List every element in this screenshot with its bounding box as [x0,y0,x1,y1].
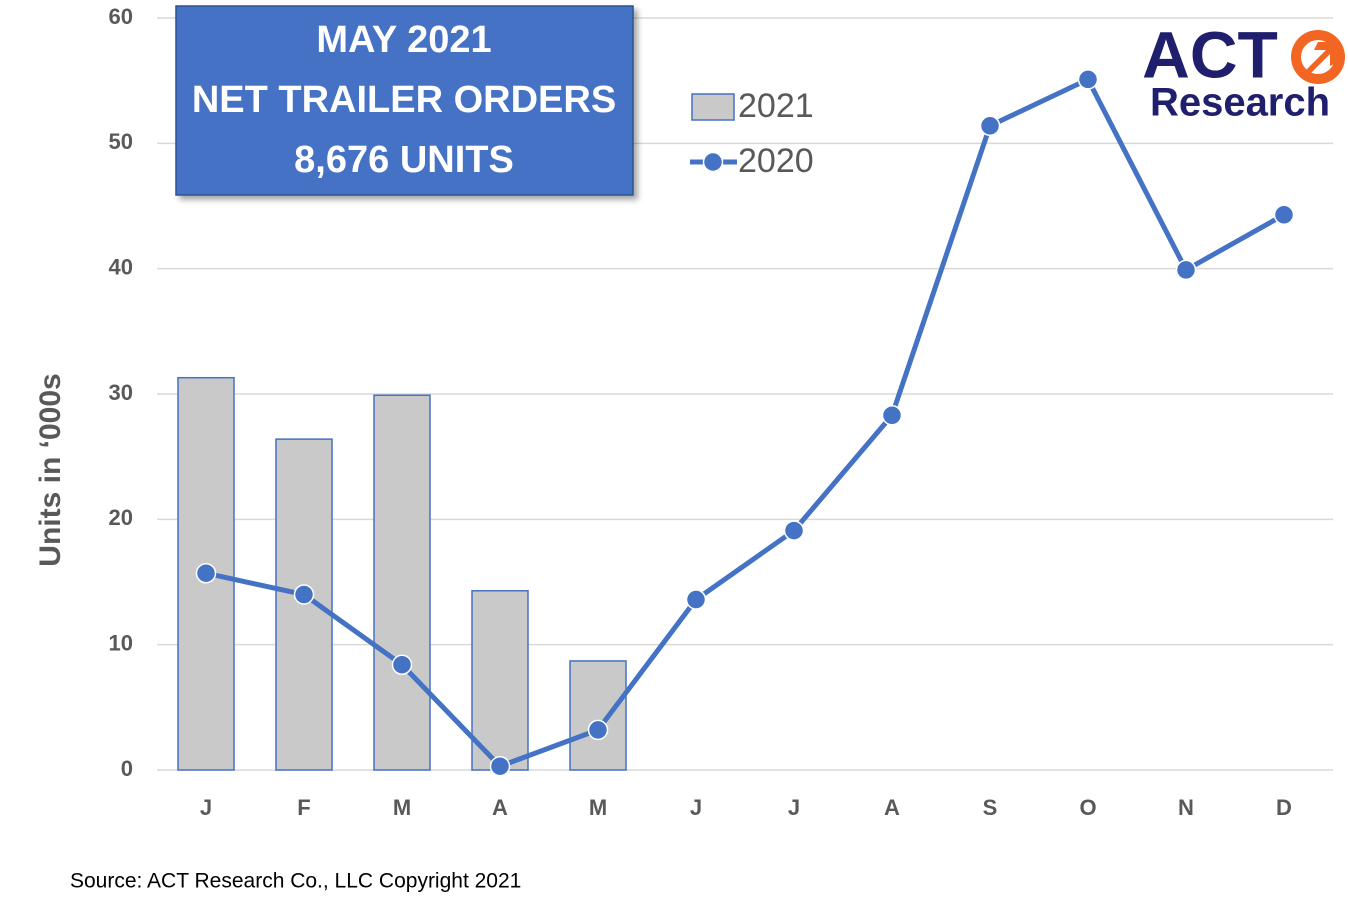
line [205,76,1286,769]
point [685,589,707,610]
x-tick-label: J [690,795,702,820]
x-tick-label: N [1178,795,1194,820]
x-tick-label: S [983,795,998,820]
point [1273,204,1295,226]
x-tick-label: D [1276,795,1292,820]
title-line: MAY 2021 [316,19,491,61]
point [783,520,805,541]
logo-icon [1291,30,1345,84]
point [195,562,217,584]
y-tick-label: 40 [109,254,133,279]
point [881,405,903,426]
y-tick-label: 30 [109,380,133,405]
source: Source: ACT Research Co., LLC Copyright … [70,870,521,893]
legend-label: 2021 [738,87,814,125]
legend-swatch [691,93,735,121]
x-tick-label: M [393,795,411,820]
bar [471,590,529,771]
x-tick-label: O [1079,795,1096,820]
x-tick-label: J [788,795,800,820]
point [979,115,1001,137]
x-tick-label: J [200,795,212,820]
legend-swatch [702,151,724,173]
y-axis-label: Units in ‘000s [34,373,67,566]
x-tick-label: A [884,795,900,820]
title-line: 8,676 UNITS [294,139,514,181]
point [587,719,609,741]
marks [177,69,1295,777]
point [1077,69,1099,90]
x-tick-label: M [589,795,607,820]
bar [373,394,431,771]
point [293,584,315,605]
point [1175,259,1197,281]
y-tick-label: 0 [121,756,133,781]
point [391,654,413,675]
y-tick-label: 50 [109,129,133,154]
legend-label: 2020 [738,142,814,180]
title-box [175,5,634,196]
logo-text: ACT [1142,17,1278,91]
x-tick-label: F [297,795,310,820]
x-tick-label: A [492,795,508,820]
logo-text: Research [1150,81,1330,125]
point [489,755,511,777]
y-tick-label: 10 [109,630,133,655]
title-line: NET TRAILER ORDERS [192,79,616,121]
legend: 2021 2020 [690,87,814,180]
y-tick-label: 60 [109,4,133,29]
bar [569,660,627,771]
y-tick-label: 20 [109,505,133,530]
